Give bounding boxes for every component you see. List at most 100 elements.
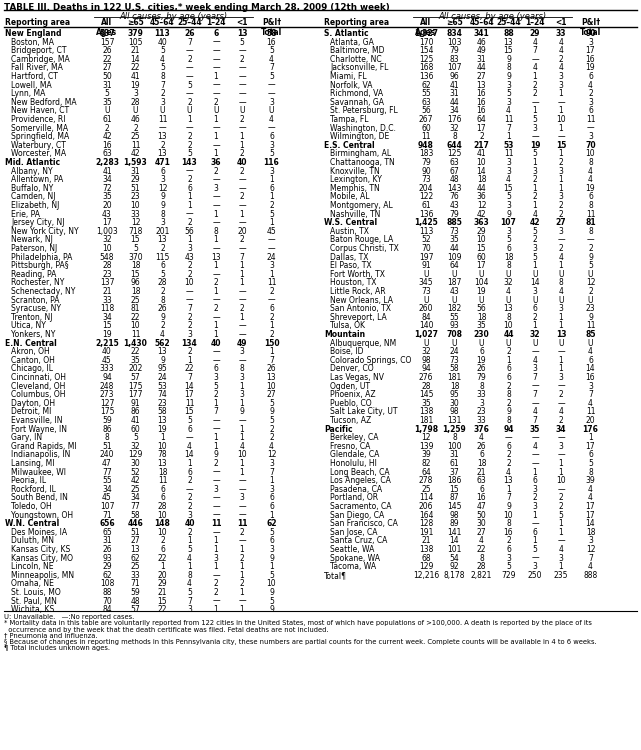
Text: Las Vegas, NV: Las Vegas, NV: [330, 373, 384, 382]
Text: 3: 3: [558, 226, 563, 236]
Text: 7: 7: [187, 304, 192, 313]
Text: South Bend, IN: South Bend, IN: [11, 494, 68, 502]
Text: 2: 2: [160, 322, 165, 331]
Text: 2: 2: [533, 89, 537, 98]
Text: 3: 3: [533, 502, 537, 511]
Text: 48: 48: [450, 176, 460, 184]
Text: 2: 2: [533, 176, 537, 184]
Text: 18: 18: [131, 287, 140, 296]
Text: 61: 61: [102, 115, 112, 124]
Text: 2: 2: [506, 399, 511, 408]
Text: 20: 20: [586, 416, 595, 425]
Text: 1: 1: [558, 124, 563, 133]
Text: 41: 41: [131, 72, 140, 81]
Text: 46: 46: [131, 115, 140, 124]
Text: U: U: [532, 270, 538, 279]
Text: 73: 73: [449, 226, 460, 236]
Text: 43: 43: [185, 253, 194, 262]
Text: Newark, NJ: Newark, NJ: [11, 236, 53, 244]
Text: 4: 4: [588, 80, 593, 89]
Text: 885: 885: [447, 218, 462, 227]
Text: 1: 1: [533, 322, 537, 331]
Text: 11: 11: [158, 115, 167, 124]
Text: 15: 15: [158, 596, 167, 605]
Text: Lincoln, NE: Lincoln, NE: [11, 562, 53, 572]
Text: 26: 26: [477, 442, 487, 451]
Text: 3: 3: [506, 98, 511, 106]
Text: 537: 537: [99, 29, 115, 38]
Text: <1: <1: [237, 18, 248, 27]
Text: 32: 32: [102, 236, 112, 244]
Text: —: —: [212, 356, 220, 364]
Text: 3: 3: [269, 166, 274, 176]
Text: Dayton, OH: Dayton, OH: [11, 399, 55, 408]
Text: 471: 471: [154, 158, 171, 167]
Text: 113: 113: [154, 29, 171, 38]
Text: 1,425: 1,425: [414, 218, 438, 227]
Text: † Pneumonia and influenza.: † Pneumonia and influenza.: [4, 633, 97, 639]
Text: 8: 8: [506, 416, 511, 425]
Text: 5: 5: [133, 433, 138, 442]
Text: Baton Rouge, LA: Baton Rouge, LA: [330, 236, 393, 244]
Text: 1: 1: [533, 536, 537, 545]
Text: 4: 4: [187, 554, 192, 562]
Text: 3: 3: [187, 330, 192, 339]
Text: 3: 3: [269, 459, 274, 468]
Text: 34: 34: [102, 313, 112, 322]
Text: 17: 17: [586, 442, 595, 451]
Text: 4: 4: [506, 287, 511, 296]
Text: 1: 1: [558, 89, 563, 98]
Text: Albany, NY: Albany, NY: [11, 166, 53, 176]
Text: —: —: [212, 571, 220, 580]
Text: 7: 7: [187, 38, 192, 46]
Text: 201: 201: [155, 226, 170, 236]
Text: —: —: [212, 596, 220, 605]
Text: E.S. Central: E.S. Central: [324, 141, 374, 150]
Text: 11: 11: [267, 278, 276, 287]
Text: 25–44: 25–44: [496, 18, 520, 27]
Text: 1: 1: [240, 467, 244, 476]
Text: Colorado Springs, CO: Colorado Springs, CO: [330, 356, 412, 364]
Text: 68: 68: [421, 554, 431, 562]
Text: 8,178: 8,178: [444, 571, 465, 580]
Text: 6: 6: [187, 184, 192, 193]
Text: 2: 2: [187, 261, 192, 270]
Text: —: —: [238, 218, 246, 227]
Text: 9: 9: [213, 451, 219, 460]
Text: 15: 15: [131, 270, 140, 279]
Text: 8: 8: [160, 209, 165, 218]
Text: 4: 4: [269, 442, 274, 451]
Text: Rochester, NY: Rochester, NY: [11, 278, 64, 287]
Text: 53: 53: [158, 382, 167, 391]
Text: 33: 33: [131, 571, 140, 580]
Text: —: —: [212, 89, 220, 98]
Text: 13: 13: [477, 80, 487, 89]
Text: Fresno, CA: Fresno, CA: [330, 442, 370, 451]
Text: 2,215: 2,215: [95, 338, 119, 347]
Text: 1: 1: [160, 562, 165, 572]
Text: 108: 108: [100, 580, 114, 589]
Text: 9: 9: [160, 193, 165, 202]
Text: —: —: [238, 244, 246, 253]
Text: 2: 2: [187, 528, 192, 537]
Text: 35: 35: [449, 236, 460, 244]
Text: 55: 55: [449, 313, 460, 322]
Text: 8: 8: [187, 571, 192, 580]
Text: 4: 4: [533, 407, 537, 416]
Text: 1: 1: [558, 562, 563, 572]
Text: All causes, by age (years): All causes, by age (years): [119, 12, 228, 21]
Text: 177: 177: [128, 390, 143, 399]
Text: U: U: [423, 270, 429, 279]
Text: 8: 8: [588, 226, 593, 236]
Text: 3: 3: [558, 554, 563, 562]
Text: —: —: [212, 201, 220, 210]
Text: 113: 113: [419, 226, 433, 236]
Text: 5: 5: [187, 588, 192, 597]
Text: Cincinnati, OH: Cincinnati, OH: [11, 373, 66, 382]
Text: 59: 59: [102, 416, 112, 425]
Text: Duluth, MN: Duluth, MN: [11, 536, 54, 545]
Text: 10: 10: [267, 580, 276, 589]
Text: <1: <1: [555, 18, 567, 27]
Text: 1: 1: [213, 149, 219, 158]
Text: 13: 13: [504, 304, 513, 313]
